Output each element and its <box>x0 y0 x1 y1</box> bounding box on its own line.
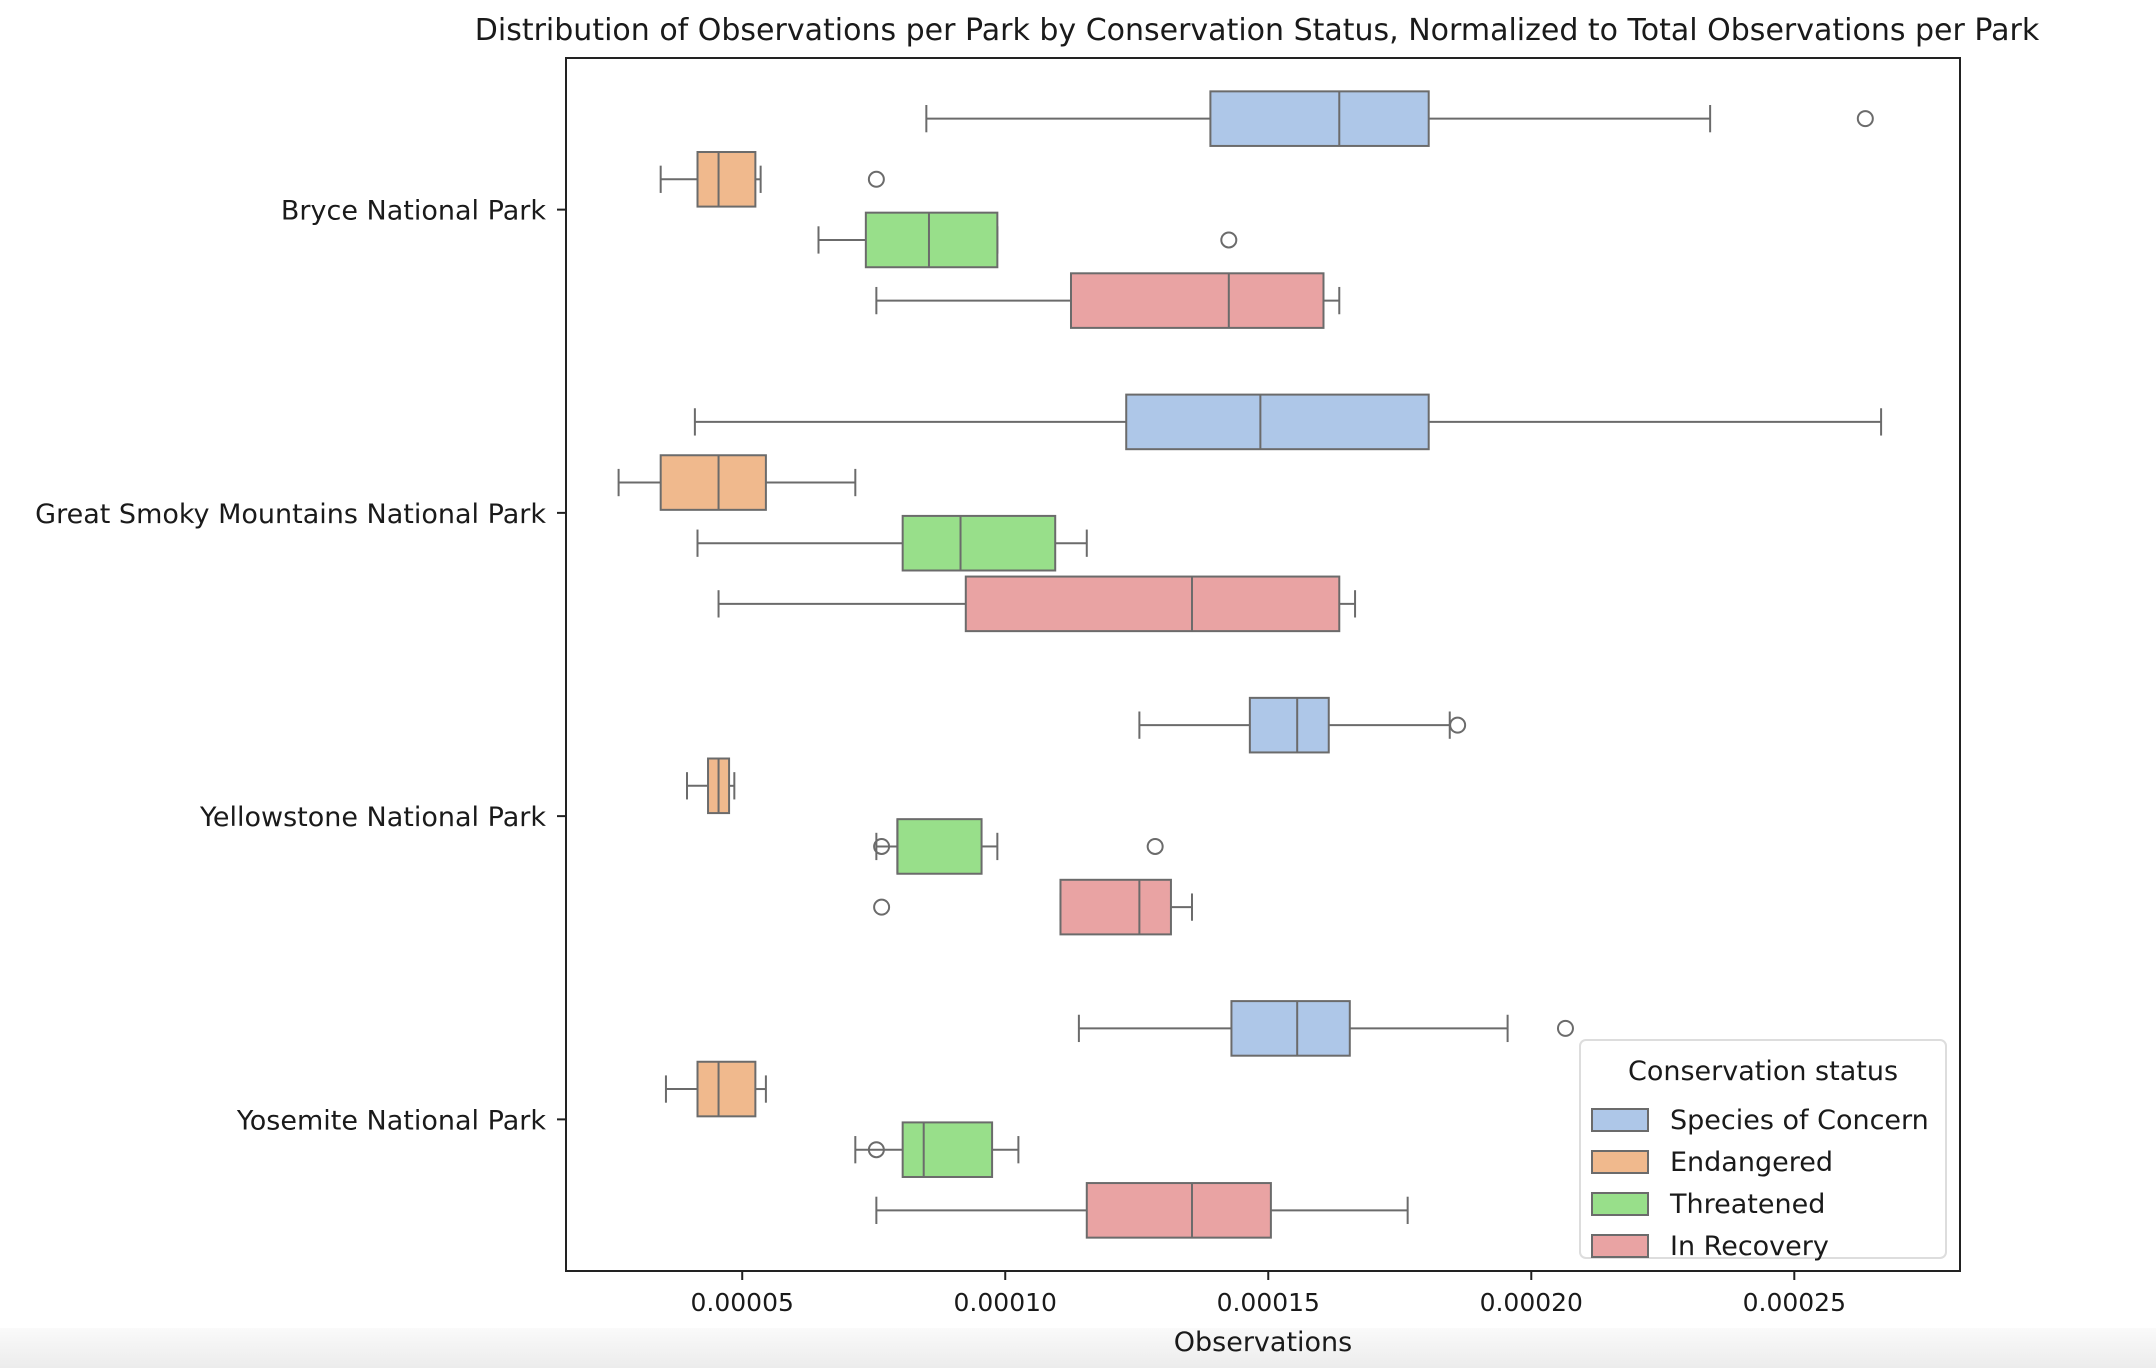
boxplot-box <box>875 1182 1409 1239</box>
outlier-point <box>1146 837 1164 855</box>
iqr-box <box>1125 393 1430 451</box>
boxplot-box <box>925 90 1874 147</box>
iqr-box <box>1230 1000 1351 1057</box>
y-tick-label: Yosemite National Park <box>236 1105 546 1136</box>
iqr-box <box>696 151 757 208</box>
boxplot-box <box>854 1121 1020 1178</box>
legend-label: Species of Concern <box>1670 1105 1929 1136</box>
x-tick-label: 0.00005 <box>691 1288 794 1317</box>
outlier-point <box>873 837 891 855</box>
boxplot-box <box>875 231 1341 329</box>
y-tick-label: Bryce National Park <box>281 196 546 227</box>
iqr-box <box>864 211 999 269</box>
legend-swatch <box>1591 1192 1649 1216</box>
boxplot-box <box>1138 696 1467 754</box>
legend-label: Endangered <box>1670 1147 1833 1178</box>
iqr-box <box>659 454 767 511</box>
boxplot-box <box>696 514 1088 572</box>
y-tick-label: Great Smoky Mountains National Park <box>35 499 546 530</box>
boxplot-box <box>873 837 1193 936</box>
legend-swatch <box>1591 1150 1649 1174</box>
outlier-point <box>1449 716 1467 734</box>
legend-label: Threatened <box>1669 1189 1825 1220</box>
iqr-box <box>696 1060 757 1118</box>
legend-swatch <box>1591 1234 1649 1258</box>
boxplot-box <box>659 151 762 208</box>
x-axis: 0.00005 0.00010 0.00015 0.00020 0.00025 <box>691 1271 1846 1317</box>
boxplot-box <box>617 454 857 511</box>
boxplot-box <box>873 818 999 875</box>
outlier-point <box>867 1141 885 1159</box>
outlier-point <box>873 898 891 916</box>
outlier-point <box>1556 1019 1574 1037</box>
iqr-box <box>901 1121 994 1178</box>
boxplot-box <box>685 757 736 815</box>
iqr-box <box>964 575 1341 633</box>
iqr-box <box>1248 696 1330 754</box>
boxplot-box <box>717 575 1357 633</box>
boxplot-box <box>693 393 1883 451</box>
boxplot-box <box>1077 1000 1574 1057</box>
x-axis-label: Observations <box>1174 1327 1352 1358</box>
boxplot-box <box>817 170 999 269</box>
outlier-point <box>867 170 885 188</box>
plot-area-frame <box>565 57 1961 1272</box>
y-axis: Bryce National Park Great Smoky Mountains… <box>35 196 566 1136</box>
legend: Conservation status Species of Concern End… <box>1579 1039 1947 1262</box>
y-tick-label: Yellowstone National Park <box>199 802 546 833</box>
box-series <box>617 90 1883 1239</box>
outlier-point <box>1856 110 1874 128</box>
legend-title: Conservation status <box>1628 1056 1898 1087</box>
iqr-box <box>1059 878 1172 936</box>
iqr-box <box>1069 272 1325 329</box>
x-tick-label: 0.00020 <box>1480 1288 1583 1317</box>
legend-frame <box>1579 1039 1947 1259</box>
iqr-box <box>1209 90 1430 147</box>
boxplot-box <box>664 1060 767 1118</box>
x-tick-label: 0.00025 <box>1743 1288 1846 1317</box>
x-tick-label: 0.00010 <box>954 1288 1057 1317</box>
outlier-point <box>1220 231 1238 249</box>
window-bottom-bar <box>0 1328 2156 1368</box>
iqr-box <box>896 818 983 875</box>
iqr-box <box>901 514 1057 572</box>
iqr-box <box>1085 1182 1272 1239</box>
chart-title: Distribution of Observations per Park by… <box>475 13 2040 48</box>
legend-swatch <box>1591 1108 1649 1132</box>
x-tick-label: 0.00015 <box>1217 1288 1320 1317</box>
legend-label: In Recovery <box>1670 1231 1829 1262</box>
